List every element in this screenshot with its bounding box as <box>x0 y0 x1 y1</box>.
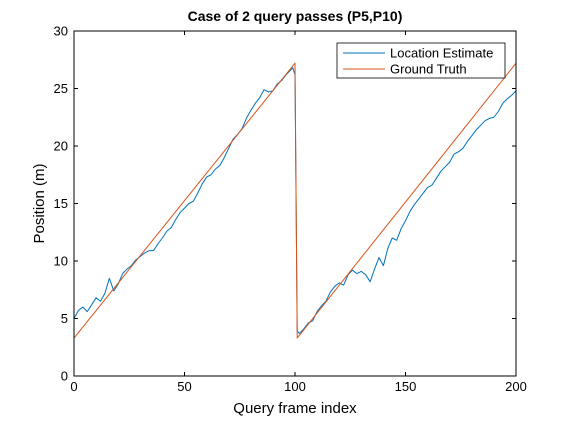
legend-box <box>336 42 506 79</box>
y-tick-label: 0 <box>61 369 68 384</box>
legend: Location Estimate Ground Truth <box>336 42 506 79</box>
x-tick-label: 100 <box>284 379 306 394</box>
y-tick-label: 25 <box>54 81 68 96</box>
x-tick-label: 200 <box>505 379 527 394</box>
x-tick-label: 0 <box>70 379 77 394</box>
legend-label-ground-truth: Ground Truth <box>390 62 467 77</box>
y-axis-title: Position (m) <box>31 163 48 243</box>
legend-label-location-estimate: Location Estimate <box>390 46 493 61</box>
x-tick-label: 50 <box>177 379 191 394</box>
y-tick-label: 15 <box>54 196 68 211</box>
chart-title: Case of 2 query passes (P5,P10) <box>188 8 403 24</box>
x-tick-label: 150 <box>395 379 417 394</box>
x-axis-title: Query frame index <box>233 400 357 417</box>
y-tick-label: 20 <box>54 139 68 154</box>
y-tick-label: 10 <box>54 254 68 269</box>
series-line-ground-truth <box>73 62 517 339</box>
y-tick-label: 30 <box>54 24 68 39</box>
y-tick-label: 5 <box>61 311 68 326</box>
